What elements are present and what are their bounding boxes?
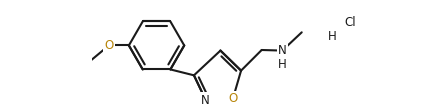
Text: O: O — [104, 39, 113, 52]
Text: Cl: Cl — [344, 16, 356, 29]
Text: H: H — [278, 58, 287, 71]
Text: N: N — [278, 44, 287, 57]
Text: O: O — [228, 92, 238, 105]
Text: N: N — [201, 94, 210, 107]
Text: H: H — [327, 30, 336, 43]
